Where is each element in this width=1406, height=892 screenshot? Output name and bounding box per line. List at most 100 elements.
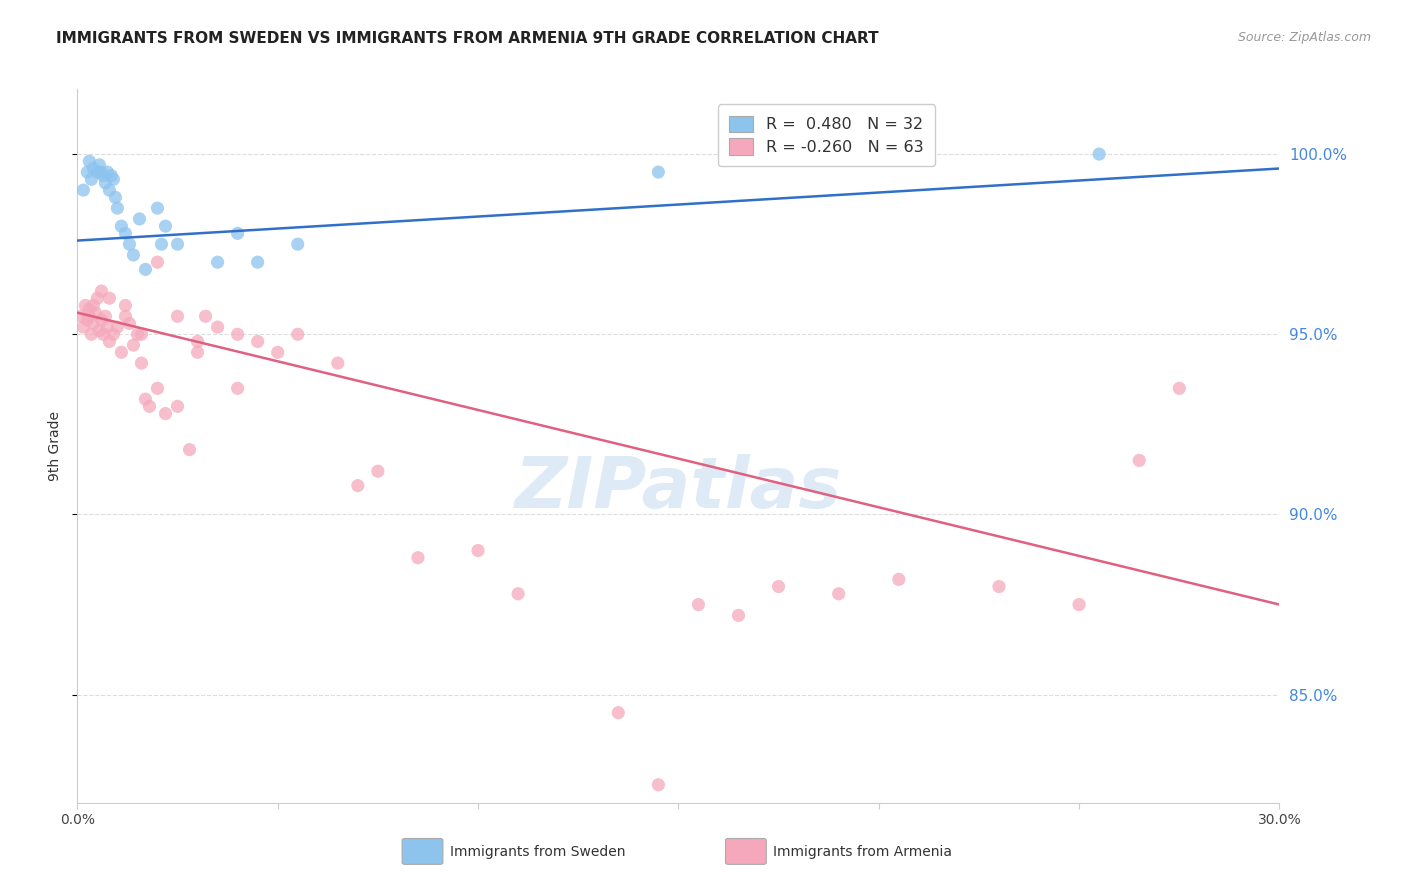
Point <box>79 310 101 324</box>
Point <box>103 327 125 342</box>
Point <box>82 161 104 176</box>
FancyBboxPatch shape <box>402 838 443 864</box>
Point <box>134 392 156 406</box>
Legend: R =  0.480   N = 32, R = -0.260   N = 63: R = 0.480 N = 32, R = -0.260 N = 63 <box>718 104 935 166</box>
Point <box>82 317 104 331</box>
Point <box>75 298 97 312</box>
Point <box>134 262 156 277</box>
Point <box>226 327 249 342</box>
Point <box>90 165 112 179</box>
Point <box>118 237 141 252</box>
Point <box>727 608 749 623</box>
Point <box>90 313 112 327</box>
Point <box>508 587 530 601</box>
Point <box>347 478 370 492</box>
Point <box>76 313 98 327</box>
Point <box>127 327 149 342</box>
Point <box>103 172 125 186</box>
Point <box>207 255 229 269</box>
Point <box>122 338 145 352</box>
Point <box>138 400 160 414</box>
Point <box>1168 381 1191 395</box>
Point <box>107 320 129 334</box>
Point <box>89 158 111 172</box>
Point <box>96 165 118 179</box>
Point <box>155 219 177 234</box>
Point <box>267 345 290 359</box>
Point <box>246 255 269 269</box>
Point <box>131 356 153 370</box>
Point <box>89 324 111 338</box>
Point <box>86 291 108 305</box>
Point <box>647 165 669 179</box>
Point <box>1069 598 1091 612</box>
Point <box>467 543 489 558</box>
Point <box>93 327 115 342</box>
Point <box>246 334 269 349</box>
Point <box>79 301 101 316</box>
Point <box>114 227 136 241</box>
Point <box>988 580 1011 594</box>
Point <box>887 572 910 586</box>
Point <box>114 298 136 312</box>
Point <box>1088 147 1111 161</box>
Point <box>768 580 790 594</box>
Point <box>179 442 201 457</box>
Point <box>110 219 132 234</box>
Point <box>107 201 129 215</box>
Point <box>98 291 121 305</box>
Point <box>287 237 309 252</box>
Point <box>94 310 117 324</box>
Point <box>118 317 141 331</box>
Point <box>72 320 94 334</box>
Point <box>287 327 309 342</box>
Text: Source: ZipAtlas.com: Source: ZipAtlas.com <box>1237 31 1371 45</box>
Point <box>98 334 121 349</box>
Text: Immigrants from Armenia: Immigrants from Armenia <box>773 845 952 859</box>
Point <box>187 345 209 359</box>
Text: IMMIGRANTS FROM SWEDEN VS IMMIGRANTS FROM ARMENIA 9TH GRADE CORRELATION CHART: IMMIGRANTS FROM SWEDEN VS IMMIGRANTS FRO… <box>56 31 879 46</box>
Point <box>194 310 217 324</box>
Point <box>207 320 229 334</box>
Point <box>607 706 630 720</box>
Point <box>72 183 94 197</box>
Point <box>96 320 118 334</box>
Text: Immigrants from Sweden: Immigrants from Sweden <box>450 845 626 859</box>
Text: ZIPatlas: ZIPatlas <box>515 454 842 524</box>
Point <box>122 248 145 262</box>
Point <box>226 227 249 241</box>
Point <box>150 237 173 252</box>
Point <box>93 169 115 183</box>
Point <box>166 400 188 414</box>
Point <box>367 464 389 478</box>
Point <box>226 381 249 395</box>
Point <box>688 598 710 612</box>
Point <box>155 407 177 421</box>
Point <box>1128 453 1150 467</box>
Point <box>100 169 122 183</box>
Point <box>146 201 169 215</box>
Point <box>80 327 103 342</box>
Point <box>326 356 349 370</box>
Point <box>90 284 112 298</box>
Point <box>82 298 104 312</box>
Point <box>98 183 121 197</box>
Point <box>131 327 153 342</box>
Point <box>114 310 136 324</box>
Point <box>828 587 851 601</box>
Point <box>79 154 101 169</box>
Point <box>86 165 108 179</box>
Point <box>104 190 127 204</box>
Point <box>94 176 117 190</box>
Point <box>146 381 169 395</box>
Point <box>647 778 669 792</box>
Point <box>166 237 188 252</box>
Point <box>406 550 429 565</box>
Point <box>80 172 103 186</box>
Point <box>84 306 107 320</box>
Y-axis label: 9th Grade: 9th Grade <box>48 411 62 481</box>
Point <box>76 165 98 179</box>
FancyBboxPatch shape <box>725 838 766 864</box>
Point <box>166 310 188 324</box>
Point <box>187 334 209 349</box>
